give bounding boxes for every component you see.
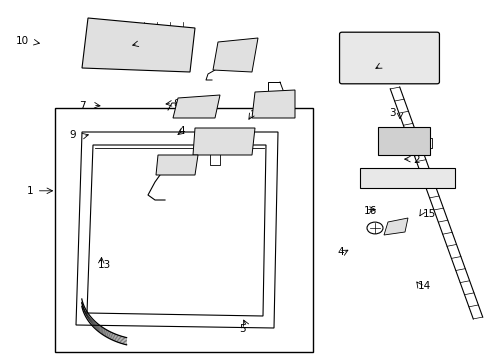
Text: 12: 12 (249, 110, 262, 120)
Text: 11: 11 (139, 40, 152, 50)
Polygon shape (193, 128, 254, 155)
Polygon shape (213, 38, 258, 72)
Polygon shape (82, 18, 195, 72)
Polygon shape (383, 218, 407, 235)
Text: 3: 3 (388, 108, 395, 118)
Bar (377, 127, 429, 155)
Text: 8: 8 (173, 99, 180, 109)
Text: 15: 15 (422, 209, 435, 219)
FancyBboxPatch shape (339, 32, 439, 84)
Text: 4: 4 (178, 126, 185, 136)
Text: 9: 9 (69, 130, 76, 140)
Text: 14: 14 (417, 281, 430, 291)
Text: 13: 13 (98, 260, 111, 270)
Bar (359, 168, 454, 188)
Text: 16: 16 (364, 206, 377, 216)
Text: 5: 5 (239, 324, 246, 334)
Text: 2: 2 (412, 155, 419, 165)
Text: 10: 10 (16, 36, 29, 46)
Text: 1: 1 (27, 186, 34, 196)
Text: 4: 4 (337, 247, 344, 257)
Bar (55, 108, 312, 352)
Polygon shape (251, 90, 294, 118)
Polygon shape (156, 155, 198, 175)
Text: 7: 7 (79, 101, 85, 111)
Text: 6: 6 (376, 62, 383, 72)
Polygon shape (173, 95, 220, 118)
Bar (424, 60, 434, 72)
